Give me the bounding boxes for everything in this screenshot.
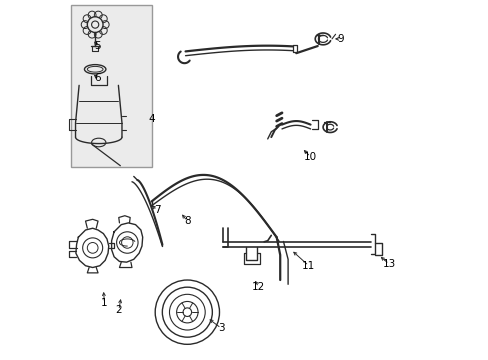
Text: 12: 12 — [252, 282, 265, 292]
Text: 3: 3 — [218, 323, 224, 333]
Text: 7: 7 — [153, 205, 160, 215]
Text: 4: 4 — [148, 114, 155, 124]
Bar — [71, 5, 151, 167]
Text: 11: 11 — [302, 261, 315, 271]
Text: 2: 2 — [115, 305, 122, 315]
Text: 13: 13 — [382, 259, 395, 269]
Circle shape — [87, 17, 103, 32]
Text: 10: 10 — [304, 152, 317, 162]
Text: 8: 8 — [183, 216, 190, 226]
Text: 6: 6 — [95, 73, 101, 83]
Text: 5: 5 — [94, 41, 101, 51]
Text: 1: 1 — [101, 298, 107, 308]
Text: 9: 9 — [337, 34, 344, 44]
